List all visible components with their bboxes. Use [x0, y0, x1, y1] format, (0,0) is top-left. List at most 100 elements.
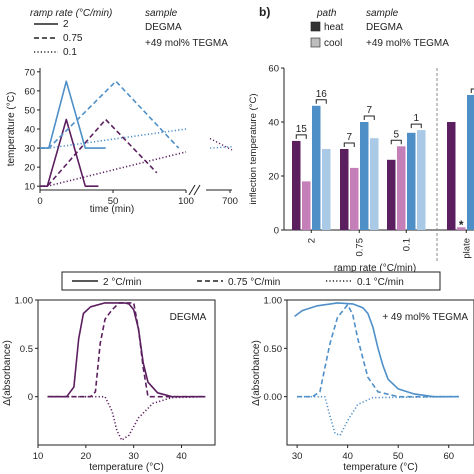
bar	[447, 122, 456, 230]
legend-path-label: heat	[324, 22, 344, 33]
series-line	[47, 302, 206, 398]
y-tick-label: 30	[24, 144, 35, 155]
bracket	[410, 123, 422, 129]
y-tick-label: 40	[268, 118, 279, 129]
panel-c: 2 °C/min 0.75 °C/min 0.1 °C/min 0 0.5 1.00 10 2…	[2, 271, 474, 473]
y-tick-label: 60	[268, 64, 279, 75]
y-tick-label: 20	[268, 172, 279, 183]
legend-path-label: cool	[324, 38, 342, 49]
legend-sample-label: DEGMA	[145, 22, 182, 33]
x-tick-label: 0	[37, 196, 42, 207]
legend-ramp-label: 2	[63, 19, 69, 30]
x-tick-label: 50	[108, 196, 119, 207]
bar	[340, 149, 349, 230]
asterisk-label: *	[459, 218, 464, 232]
x-tick-label: plate	[461, 238, 472, 259]
panel-b: b) path sample heat cool DEGMA +49 mol% TEGMA 0…	[248, 5, 474, 274]
bracket-label: 15	[296, 124, 308, 135]
bar	[350, 167, 359, 230]
subplot-title: DEGMA	[170, 312, 207, 323]
legend-ramp-label: 0.1	[63, 47, 77, 58]
x-tick-label: 50	[393, 451, 404, 462]
series-line	[47, 395, 206, 442]
y-tick-label: 1.00	[15, 296, 34, 307]
legend-label: 2 °C/min	[103, 277, 141, 288]
legend-ramp-label: 0.75	[63, 33, 83, 44]
y-tick-label: 0	[274, 226, 279, 237]
bracket	[390, 139, 402, 145]
series-line	[297, 303, 459, 398]
bracket	[315, 99, 327, 104]
bracket-label: 16	[316, 89, 328, 100]
bracket-label: 1	[413, 113, 419, 124]
x-tick-label: 40	[176, 451, 187, 462]
axis-break-mark	[188, 184, 196, 196]
y-tick-label: 0.50	[264, 344, 283, 355]
legend-sample-label: DEGMA	[366, 22, 403, 33]
bar	[322, 149, 331, 230]
bracket-label: 7	[366, 105, 372, 116]
y-axis-label: Δ(absorbance)	[251, 340, 262, 406]
subplot-title: + 49 mol% TEGMA	[382, 312, 468, 323]
y-tick-label: 40	[24, 125, 35, 136]
y-tick-label: 50	[24, 105, 35, 116]
y-tick-label: 0.00	[264, 392, 283, 403]
bracket	[470, 88, 474, 93]
y-axis-label: inflection temperature (°C)	[248, 94, 259, 205]
y-axis-label: temperature (°C)	[6, 92, 17, 167]
series-continuation	[209, 146, 233, 149]
y-tick-label: 60	[24, 86, 35, 97]
legend-sample-title: sample	[366, 8, 399, 19]
y-tick-label: 0.5	[20, 344, 33, 355]
bracket	[343, 142, 355, 147]
legend-path-title: path	[316, 8, 337, 19]
legend-sample-label: +49 mol% TEGMA	[366, 38, 449, 49]
legend-sample-label: +49 mol% TEGMA	[145, 38, 228, 49]
plot-frame	[286, 299, 474, 446]
x-tick-label: 10	[33, 451, 44, 462]
x-axis-label: time (min)	[90, 204, 134, 215]
legend-sample-title: sample	[145, 8, 178, 19]
x-tick-label: 30	[128, 451, 139, 462]
x-axis-label: ramp rate (°C/min)	[334, 263, 416, 274]
x-tick-label: 20	[81, 451, 92, 462]
legend-box	[61, 271, 441, 291]
bracket-label: 5	[393, 129, 399, 140]
legend-label: 0.1 °C/min	[357, 277, 404, 288]
bracket	[295, 134, 307, 139]
series-line	[294, 302, 459, 398]
y-tick-label: 1.00	[264, 296, 283, 307]
y-tick-label: 20	[24, 163, 35, 174]
x-tick-label: 100	[178, 196, 194, 207]
legend-path-swatch	[310, 21, 321, 32]
bar	[467, 95, 474, 230]
series-line	[40, 151, 187, 187]
x-tick-label: 2	[306, 238, 317, 243]
x-tick-label: 700	[222, 196, 238, 207]
series-line	[40, 118, 99, 187]
y-tick-label: 0	[28, 392, 33, 403]
bracket-label: 7	[346, 132, 352, 143]
panel-a: ramp rate (°C/min) sample 2 0.75 0.1 DEGMA +49…	[6, 8, 238, 215]
legend-label: 0.75 °C/min	[228, 277, 280, 288]
y-tick-label: 10	[24, 182, 35, 193]
bar	[312, 105, 321, 230]
bar	[457, 227, 466, 230]
x-axis-label: temperature (°C)	[343, 462, 418, 473]
legend-path-swatch	[310, 37, 321, 48]
series-line	[40, 80, 106, 149]
bar	[302, 181, 311, 230]
x-tick-label: 0.1	[401, 238, 412, 251]
bar	[387, 159, 396, 230]
x-tick-label: 30	[292, 451, 303, 462]
series-continuation	[209, 137, 233, 151]
x-tick-label: 60	[443, 451, 454, 462]
plot-frame	[37, 299, 216, 446]
series-line	[297, 395, 459, 437]
bar	[407, 132, 416, 230]
y-axis-label: Δ(absorbance)	[2, 340, 13, 406]
bracket	[363, 115, 375, 120]
bar	[360, 122, 369, 230]
